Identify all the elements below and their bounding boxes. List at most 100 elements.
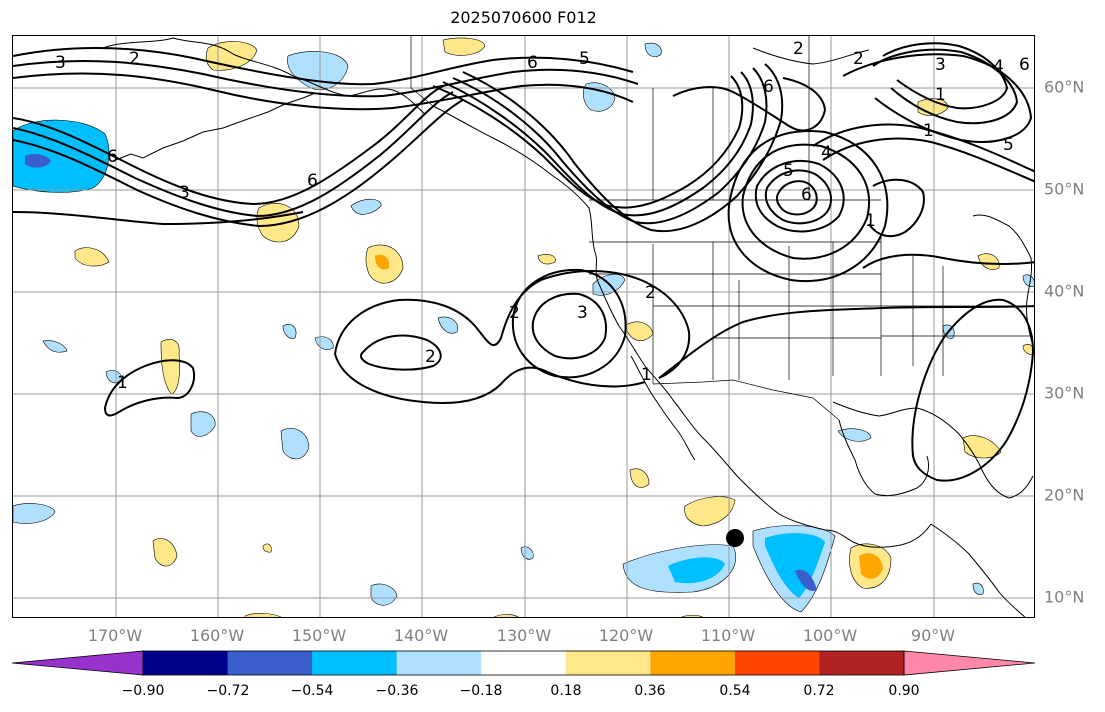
positive-anomaly-pacific-4 — [160, 339, 181, 395]
contour-label: 5 — [783, 161, 794, 181]
contour-sw — [103, 359, 195, 417]
positive-anomaly-pacific-6 — [262, 543, 272, 553]
coast-baja — [630, 355, 696, 461]
contour-jet-1 — [13, 85, 444, 206]
strong-anomaly-mexico-west — [668, 557, 725, 584]
contour-label: 2 — [129, 49, 140, 69]
positive-anomaly-pacific-2-core — [375, 254, 390, 270]
contour-ridge-3 — [452, 67, 768, 225]
positive-anomaly-pacific-3 — [74, 247, 110, 267]
contour-ridge-5 — [672, 77, 827, 132]
contour-east-6 — [868, 178, 925, 238]
border-alaska-canada — [410, 36, 434, 107]
contour-label: 5 — [579, 49, 590, 69]
negative-anomaly-southpacific-2 — [520, 546, 534, 560]
negative-anomaly-east-us-2 — [1022, 274, 1034, 287]
contour-east-1 — [882, 42, 1009, 110]
coast-aleutians — [112, 93, 314, 162]
negative-anomaly-pacific-8 — [314, 336, 334, 350]
contour-cutoff-1 — [531, 292, 607, 360]
lon-label: 140°W — [393, 626, 449, 645]
coastlines — [102, 37, 1034, 617]
colorbar-segment — [396, 651, 482, 675]
contour-jet-2 — [13, 91, 454, 218]
positive-anomaly-calif — [624, 321, 654, 341]
positive-anomaly-ne — [977, 253, 1000, 270]
contour-low-2 — [764, 169, 832, 225]
contour-cutoff-2 — [511, 268, 627, 379]
contour-east-7 — [862, 253, 1034, 269]
lon-label: 120°W — [598, 626, 654, 645]
colorbar-segment — [227, 651, 313, 675]
negative-anomaly-pacific-7 — [282, 324, 297, 339]
colorbar — [12, 650, 1036, 676]
contour-low-5 — [727, 130, 889, 282]
coast-bc — [432, 105, 932, 548]
contour-wave — [334, 270, 691, 379]
positive-anomaly-pacific-7 — [537, 254, 556, 265]
negative-anomaly-canada — [582, 82, 616, 112]
contour-east-5 — [822, 137, 1034, 183]
contour-low-4 — [741, 143, 870, 260]
lat-label: 10°N — [1044, 587, 1085, 607]
coast-hudson — [752, 47, 870, 65]
contour-label: 5 — [1003, 135, 1014, 155]
contour-lines — [13, 42, 1034, 482]
negative-anomaly-pacific-1 — [350, 198, 382, 215]
negative-anomaly-gulfmex — [837, 428, 872, 442]
negative-anomaly-pacific-5 — [42, 340, 68, 353]
map-title: 2025070600 F012 — [450, 8, 597, 27]
negative-anomaly-carib — [972, 582, 984, 595]
contour-label: 2 — [793, 39, 804, 59]
lat-label: 60°N — [1044, 77, 1085, 97]
contour-label: 6 — [1019, 55, 1030, 75]
colorbar-tick-label: −0.36 — [375, 683, 419, 699]
contour-low-3 — [775, 180, 818, 216]
contour-label: 1 — [117, 373, 128, 393]
contour-label: 6 — [527, 53, 538, 73]
contour-wave-3 — [658, 305, 1034, 379]
lat-label: 30°N — [1044, 383, 1085, 403]
contour-low-1 — [754, 160, 845, 233]
positive-anomaly-pacific-5 — [152, 538, 178, 567]
positive-anomaly-south-2 — [493, 614, 519, 617]
positive-anomaly-south-1 — [244, 613, 282, 617]
contour-label: 3 — [179, 183, 190, 203]
positive-anomaly-se — [1022, 344, 1034, 355]
contour-label: 1 — [935, 85, 946, 105]
storm-position-marker — [726, 529, 744, 547]
colorbar-frame — [142, 650, 905, 676]
strongest-anomaly-mexico-east — [795, 569, 817, 592]
positive-anomaly-alaska-2 — [442, 37, 486, 56]
colorbar-tick-label: 0.36 — [634, 683, 666, 699]
contour-label: 2 — [853, 49, 864, 69]
lon-label: 170°W — [87, 626, 143, 645]
coast-east — [972, 214, 1034, 347]
contour-east-2 — [872, 48, 1019, 125]
positive-anomaly-mexico-2 — [684, 496, 736, 527]
negative-anomaly-pacific-4 — [13, 503, 56, 524]
contour-label: 6 — [107, 147, 118, 167]
colorbar-segment — [650, 651, 736, 675]
negative-anomaly-pacific-3 — [280, 427, 310, 460]
colorbar-segments — [12, 650, 1036, 676]
positive-anomaly-pacific-1 — [256, 203, 300, 243]
lon-label: 110°W — [700, 626, 756, 645]
colorbar-segment — [565, 651, 651, 675]
contour-east-4 — [812, 123, 1034, 173]
colorbar-tick-label: −0.90 — [121, 683, 165, 699]
contour-ridge-1 — [432, 75, 744, 209]
colorbar-segment — [143, 651, 229, 675]
lat-label: 20°N — [1044, 485, 1085, 505]
contour-label: 6 — [801, 185, 812, 205]
map-canvas: 3 2 5 6 2 2 3 6 1 4 6 6 3 6 5 4 6 1 2 3 … — [13, 36, 1034, 617]
negative-anomaly-small-1 — [644, 42, 662, 57]
negative-anomaly-pacific-2 — [190, 411, 216, 437]
lon-label: 90°W — [910, 626, 956, 645]
contour-label: 4 — [993, 57, 1004, 77]
colorbar-segment — [481, 651, 567, 675]
negative-anomaly-southpacific-1 — [370, 583, 398, 606]
colorbar-extend-min — [12, 650, 144, 676]
colorbar-tick-label: 0.18 — [550, 683, 582, 699]
contour-label: 6 — [307, 171, 318, 191]
